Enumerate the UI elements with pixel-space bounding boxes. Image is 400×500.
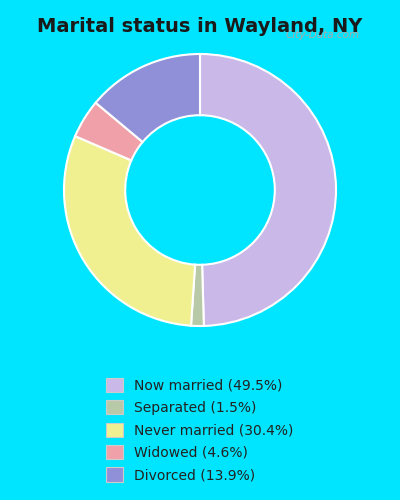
Wedge shape — [96, 54, 200, 142]
Text: City-Data.com: City-Data.com — [286, 30, 360, 40]
Wedge shape — [75, 102, 143, 160]
Text: Marital status in Wayland, NY: Marital status in Wayland, NY — [37, 18, 363, 36]
Wedge shape — [191, 264, 204, 326]
Wedge shape — [200, 54, 336, 326]
Legend: Now married (49.5%), Separated (1.5%), Never married (30.4%), Widowed (4.6%), Di: Now married (49.5%), Separated (1.5%), N… — [100, 371, 300, 489]
Wedge shape — [64, 136, 195, 326]
